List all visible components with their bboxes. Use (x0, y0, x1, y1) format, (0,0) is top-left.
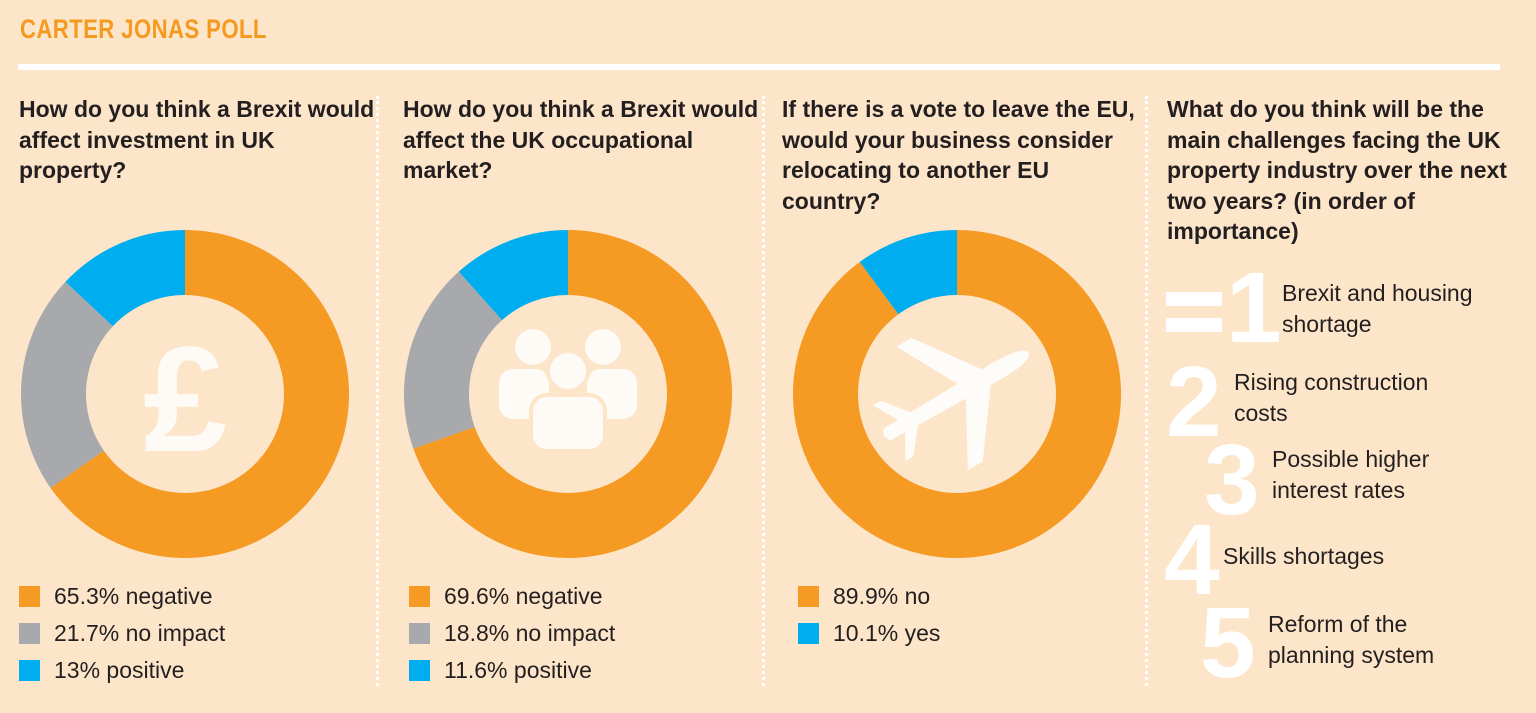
legend-item: 65.3% negative (19, 578, 225, 615)
legend-relocation: 89.9% no 10.1% yes (798, 578, 940, 652)
rank-number: 4 (1164, 504, 1220, 616)
legend-label: 13% positive (54, 657, 185, 683)
legend-item: 21.7% no impact (19, 615, 225, 652)
rank-number: 3 (1204, 424, 1260, 536)
column-divider (1145, 96, 1148, 686)
rank-number: 1 (1226, 252, 1282, 364)
airplane-icon (873, 338, 1029, 471)
legend-label: 69.6% negative (444, 583, 603, 609)
donut-slice (859, 230, 957, 315)
challenge-label: Rising construction costs (1234, 369, 1429, 426)
legend-swatch (798, 623, 819, 644)
legend-label: 21.7% no impact (54, 620, 226, 646)
poll-title: CARTER JONAS POLL (20, 14, 267, 44)
challenge-label: Skills shortages (1223, 543, 1385, 569)
legend-swatch (19, 623, 40, 644)
question-text: How do you think a Brexit would affect t… (403, 96, 759, 183)
legend-item: 10.1% yes (798, 615, 940, 652)
rank-number: 5 (1200, 587, 1256, 699)
legend-item: 89.9% no (798, 578, 940, 615)
svg-text:£: £ (143, 315, 226, 483)
donut-chart-occupational (404, 230, 732, 558)
pound-icon: £ (143, 315, 226, 483)
legend-label: 89.9% no (833, 583, 931, 609)
legend-label: 10.1% yes (833, 620, 941, 646)
challenge-label: Brexit and housing shortage (1282, 280, 1473, 337)
donut-chart-relocation (793, 230, 1121, 558)
legend-investment: 65.3% negative 21.7% no impact 13% positiv… (19, 578, 225, 689)
legend-label: 18.8% no impact (444, 620, 616, 646)
legend-item: 11.6% positive (409, 652, 615, 689)
challenge-label: Reform of the planning system (1268, 611, 1435, 668)
question-text: How do you think a Brexit would affect i… (19, 96, 375, 183)
donut-slice (458, 230, 568, 321)
donut-chart-investment: £ (20, 230, 349, 558)
legend-item: 13% positive (19, 652, 225, 689)
column-divider (762, 96, 765, 686)
legend-swatch (409, 586, 430, 607)
legend-swatch (409, 660, 430, 681)
legend-swatch (19, 586, 40, 607)
question-text: If there is a vote to leave the EU, woul… (782, 96, 1135, 214)
legend-swatch (19, 660, 40, 681)
legend-occupational: 69.6% negative 18.8% no impact 11.6% posit… (409, 578, 615, 689)
legend-item: 69.6% negative (409, 578, 615, 615)
donut-slice (20, 281, 113, 488)
legend-label: 65.3% negative (54, 583, 213, 609)
title-rule (18, 64, 1500, 70)
legend-swatch (798, 586, 819, 607)
donut-slice (50, 230, 349, 558)
legend-item: 18.8% no impact (409, 615, 615, 652)
donut-slice (793, 230, 1121, 558)
tied-equals-icon (1166, 292, 1222, 306)
donut-slice (65, 230, 185, 327)
column-divider (376, 96, 379, 686)
tied-equals-icon (1166, 318, 1222, 332)
challenge-label: Possible higher interest rates (1272, 446, 1430, 503)
question-text: What do you think will be the main chall… (1167, 96, 1507, 244)
people-icon (499, 329, 637, 453)
rank-number: 2 (1166, 346, 1222, 458)
donut-slice (413, 230, 732, 558)
legend-swatch (409, 623, 430, 644)
legend-label: 11.6% positive (444, 657, 592, 683)
donut-slice (404, 271, 503, 449)
